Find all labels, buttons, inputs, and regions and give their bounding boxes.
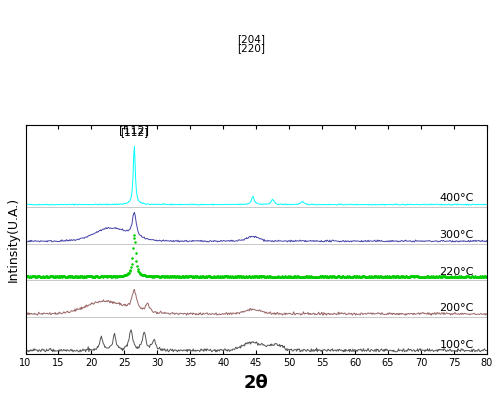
Text: [220]: [220]: [237, 43, 265, 53]
Text: 300°C: 300°C: [440, 230, 474, 240]
Text: 220°C: 220°C: [439, 267, 474, 277]
X-axis label: 2θ: 2θ: [244, 374, 268, 392]
Y-axis label: Intinsity(U.A.): Intinsity(U.A.): [7, 197, 20, 282]
Text: [112]: [112]: [120, 127, 148, 137]
Text: [204]: [204]: [237, 34, 265, 44]
Text: 400°C: 400°C: [440, 194, 474, 203]
Text: 100°C: 100°C: [440, 340, 474, 350]
Text: 200°C: 200°C: [440, 303, 474, 313]
Text: [112]: [112]: [120, 126, 150, 136]
